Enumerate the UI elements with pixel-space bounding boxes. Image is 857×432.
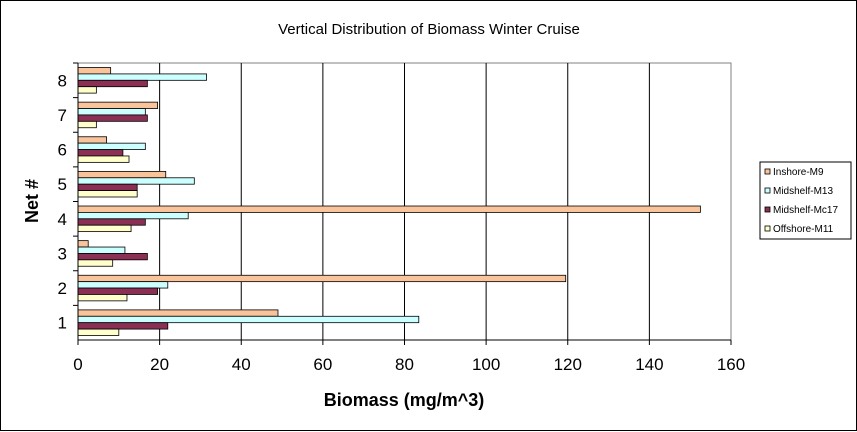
- bar-midshelf-m13-net-8: [77, 73, 207, 81]
- bar-inshore-m9-net-3: [77, 240, 89, 248]
- bar-midshelf-mc17-net-7: [77, 114, 148, 122]
- bar-midshelf-mc17-net-3: [77, 253, 148, 261]
- bar-midshelf-m13-net-6: [77, 142, 146, 150]
- bar-offshore-m11-net-4: [77, 224, 132, 233]
- x-tick-label: 140: [635, 355, 663, 374]
- y-tick-label: 3: [58, 244, 67, 263]
- bar-offshore-m11-net-6: [77, 155, 130, 163]
- bars: [77, 67, 701, 336]
- bar-midshelf-mc17-net-1: [77, 322, 169, 330]
- bar-inshore-m9-net-4: [77, 205, 701, 213]
- bar-offshore-m11-net-2: [77, 294, 128, 302]
- axes: 0 20 40 60 80 100 120 140 160 1 2 3 4 5 6 7 8: [58, 62, 745, 374]
- bar-midshelf-mc17-net-4: [77, 218, 146, 226]
- legend: Inshore-M9 Midshelf-M13 Midshelf-Mc17 Offsh…: [759, 161, 852, 240]
- y-tick-label: 8: [58, 71, 67, 90]
- y-tick-label: 1: [58, 314, 67, 333]
- bar-midshelf-m13-net-1: [77, 315, 420, 324]
- grid-lines: [159, 63, 650, 340]
- y-tick-label: 2: [58, 279, 67, 298]
- bar-midshelf-m13-net-7: [77, 108, 146, 116]
- legend-label: Inshore-M9: [773, 167, 824, 178]
- x-tick-label: 160: [717, 355, 745, 374]
- x-tick-label: 80: [395, 355, 414, 374]
- bar-inshore-m9-net-2: [77, 274, 567, 283]
- x-tick-label: 60: [313, 355, 332, 374]
- bar-offshore-m11-net-3: [77, 259, 114, 267]
- y-tick-label: 4: [58, 210, 67, 229]
- bar-offshore-m11-net-7: [77, 120, 97, 129]
- x-tick-label: 20: [150, 355, 169, 374]
- bar-offshore-m11-net-5: [77, 190, 138, 198]
- legend-label: Midshelf-M13: [773, 186, 833, 197]
- bar-inshore-m9-net-1: [77, 309, 279, 317]
- x-tick-label: 0: [73, 355, 82, 374]
- x-tick-label: 100: [472, 355, 500, 374]
- bar-offshore-m11-net-1: [77, 328, 120, 336]
- legend-swatch: [764, 206, 771, 213]
- legend-label: Midshelf-Mc17: [773, 205, 838, 216]
- x-tick-label: 40: [232, 355, 251, 374]
- bar-inshore-m9-net-5: [77, 170, 167, 179]
- bar-offshore-m11-net-8: [77, 86, 97, 94]
- y-tick-label: 7: [58, 106, 67, 125]
- legend-swatch: [764, 225, 771, 232]
- bar-inshore-m9-net-6: [77, 136, 107, 144]
- bar-midshelf-m13-net-5: [77, 177, 195, 185]
- legend-swatch: [764, 168, 771, 175]
- legend-swatch: [764, 187, 771, 194]
- bar-midshelf-m13-net-2: [77, 281, 169, 289]
- bar-midshelf-m13-net-3: [77, 246, 126, 254]
- legend-box: [759, 161, 852, 240]
- y-axis-title: Net #: [22, 179, 42, 223]
- bar-midshelf-mc17-net-8: [77, 79, 148, 88]
- bar-midshelf-m13-net-4: [77, 212, 189, 220]
- bar-midshelf-mc17-net-2: [77, 287, 158, 295]
- y-tick-label: 5: [58, 175, 67, 194]
- bar-inshore-m9-net-8: [77, 67, 112, 75]
- bar-inshore-m9-net-7: [77, 101, 158, 109]
- y-tick-label: 6: [58, 141, 67, 160]
- bar-midshelf-mc17-net-5: [77, 183, 138, 191]
- bar-midshelf-mc17-net-6: [77, 149, 124, 157]
- chart-title: Vertical Distribution of Biomass Winter …: [278, 21, 580, 38]
- x-axis-title: Biomass (mg/m^3): [324, 390, 485, 410]
- x-tick-label: 120: [554, 355, 582, 374]
- legend-label: Offshore-M11: [773, 224, 834, 235]
